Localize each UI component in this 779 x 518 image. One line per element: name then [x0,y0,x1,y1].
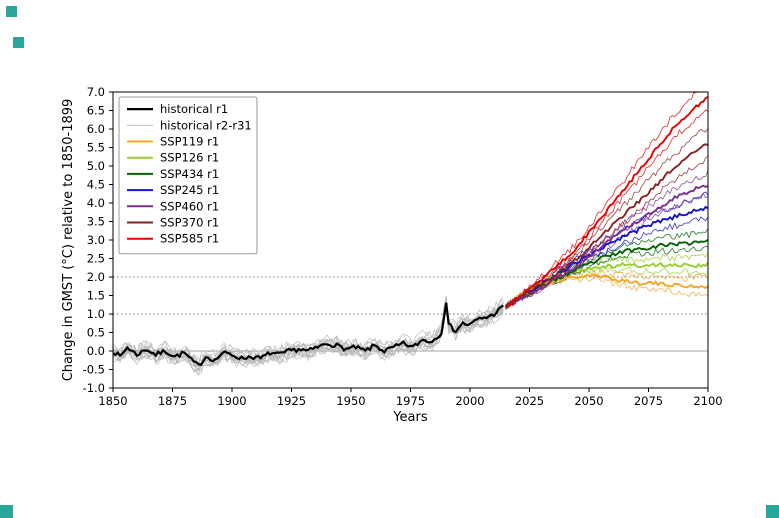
svg-text:1.5: 1.5 [87,289,105,303]
svg-text:7.0: 7.0 [87,85,105,99]
svg-text:4.0: 4.0 [87,196,105,210]
legend-label: SSP245 r1 [160,183,219,197]
legend: historical r1 historical r2-r31 SSP119 r1 S… [118,96,258,255]
series-SSP585-r1 [505,95,708,308]
legend-label: SSP119 r1 [160,135,219,149]
axis-ticks: 1850 1875 1900 1925 1950 1975 2000 2025 2050 2075… [83,85,723,408]
svg-text:3.5: 3.5 [87,215,105,229]
corner-marker-bottom-right [766,505,779,518]
svg-text:2.0: 2.0 [87,270,105,284]
scenario-ensemble-lines [505,92,708,310]
svg-text:1900: 1900 [217,394,246,408]
svg-text:2050: 2050 [574,394,603,408]
corner-marker-top-left-1 [6,6,17,17]
svg-text:2.5: 2.5 [87,252,105,266]
svg-text:2025: 2025 [515,394,544,408]
legend-box [118,96,258,255]
svg-text:5.0: 5.0 [87,159,105,173]
svg-text:6.5: 6.5 [87,104,105,118]
legend-label: historical r2-r31 [160,118,252,132]
svg-text:1.0: 1.0 [87,307,105,321]
svg-text:6.0: 6.0 [87,122,105,136]
svg-text:1975: 1975 [396,394,425,408]
series-SSP370-r1 [505,143,708,308]
legend-label: SSP126 r1 [160,151,219,165]
y-axis-label: Change in GMST (°C) relative to 1850-189… [61,99,76,382]
svg-text:0.5: 0.5 [87,326,105,340]
corner-marker-bottom-left [0,505,13,518]
legend-label: SSP370 r1 [160,216,219,230]
svg-text:5.5: 5.5 [87,141,105,155]
svg-text:4.5: 4.5 [87,178,105,192]
legend-label: historical r1 [160,102,228,116]
series-SSP460-r1 [505,184,708,307]
series-historical-r1 [113,302,504,367]
legend-label: SSP585 r1 [160,232,219,246]
series-SSP434-r1 [505,239,708,310]
svg-text:2075: 2075 [634,394,663,408]
corner-marker-top-left-2 [13,37,24,48]
svg-text:2000: 2000 [455,394,484,408]
svg-text:-1.0: -1.0 [83,381,105,395]
scenario-main-lines [504,95,708,310]
svg-text:0.0: 0.0 [87,344,105,358]
svg-text:1950: 1950 [336,394,365,408]
svg-text:1850: 1850 [98,394,127,408]
svg-text:1875: 1875 [158,394,187,408]
x-axis-label: Years [392,410,428,425]
svg-text:2100: 2100 [693,394,722,408]
svg-text:3.0: 3.0 [87,233,105,247]
svg-text:1925: 1925 [277,394,306,408]
legend-label: SSP434 r1 [160,167,219,181]
legend-label: SSP460 r1 [160,199,219,213]
svg-text:-0.5: -0.5 [83,363,105,377]
